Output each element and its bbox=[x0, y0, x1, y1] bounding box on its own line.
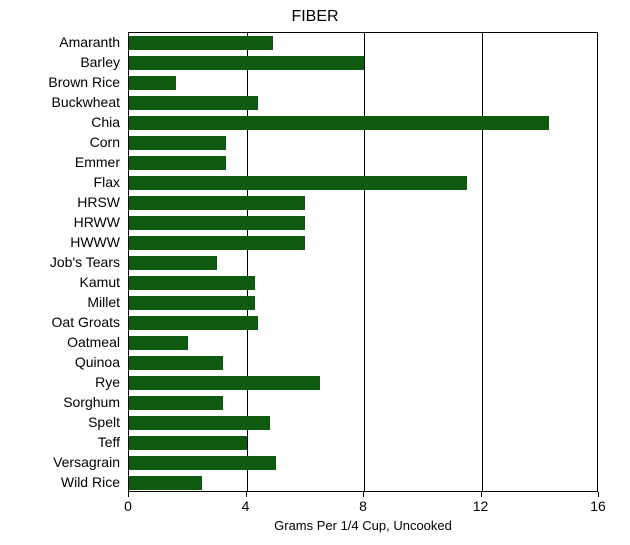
gridline bbox=[364, 33, 365, 491]
y-category-label: Oat Groats bbox=[0, 314, 120, 330]
y-category-label: Barley bbox=[0, 54, 120, 70]
y-category-label: Buckwheat bbox=[0, 94, 120, 110]
x-tick bbox=[128, 492, 129, 497]
bar bbox=[129, 96, 258, 110]
bar bbox=[129, 56, 364, 70]
y-category-label: Kamut bbox=[0, 274, 120, 290]
bar bbox=[129, 476, 202, 490]
x-axis-label: Grams Per 1/4 Cup, Uncooked bbox=[128, 518, 598, 533]
y-category-label: Amaranth bbox=[0, 34, 120, 50]
y-category-label: Spelt bbox=[0, 414, 120, 430]
y-category-label: Corn bbox=[0, 134, 120, 150]
fiber-chart: FIBER 0 4 8 12 16 Amaranth Barley Brown Rice Buc… bbox=[0, 0, 630, 545]
y-category-label: Quinoa bbox=[0, 354, 120, 370]
bar bbox=[129, 376, 320, 390]
chart-title: FIBER bbox=[0, 8, 630, 26]
y-category-label: Emmer bbox=[0, 154, 120, 170]
bar bbox=[129, 316, 258, 330]
x-tick bbox=[481, 492, 482, 497]
bar bbox=[129, 216, 305, 230]
bar bbox=[129, 416, 270, 430]
y-category-label: Millet bbox=[0, 294, 120, 310]
bar bbox=[129, 356, 223, 370]
bar bbox=[129, 256, 217, 270]
bar bbox=[129, 176, 467, 190]
y-category-label: Job's Tears bbox=[0, 254, 120, 270]
bar bbox=[129, 76, 176, 90]
bar bbox=[129, 136, 226, 150]
y-category-label: Oatmeal bbox=[0, 334, 120, 350]
y-category-label: Rye bbox=[0, 374, 120, 390]
y-category-label: HWWW bbox=[0, 234, 120, 250]
x-tick-label: 16 bbox=[590, 498, 606, 514]
y-category-label: Chia bbox=[0, 114, 120, 130]
gridline bbox=[482, 33, 483, 491]
bar bbox=[129, 156, 226, 170]
x-tick-label: 0 bbox=[124, 498, 132, 514]
plot-area bbox=[128, 32, 598, 492]
y-category-label: Teff bbox=[0, 434, 120, 450]
bar bbox=[129, 236, 305, 250]
x-tick-label: 12 bbox=[473, 498, 489, 514]
y-category-label: Sorghum bbox=[0, 394, 120, 410]
x-tick bbox=[246, 492, 247, 497]
bar bbox=[129, 436, 247, 450]
y-category-label: Brown Rice bbox=[0, 74, 120, 90]
bar bbox=[129, 296, 255, 310]
x-tick-label: 8 bbox=[359, 498, 367, 514]
y-category-label: Versagrain bbox=[0, 454, 120, 470]
x-tick bbox=[363, 492, 364, 497]
bar bbox=[129, 396, 223, 410]
y-category-label: HRWW bbox=[0, 214, 120, 230]
x-tick-label: 4 bbox=[242, 498, 250, 514]
y-category-label: Flax bbox=[0, 174, 120, 190]
y-category-label: HRSW bbox=[0, 194, 120, 210]
bar bbox=[129, 116, 549, 130]
bar bbox=[129, 196, 305, 210]
x-tick bbox=[598, 492, 599, 497]
bar bbox=[129, 36, 273, 50]
bar bbox=[129, 276, 255, 290]
bar bbox=[129, 456, 276, 470]
bar bbox=[129, 336, 188, 350]
y-category-label: Wild Rice bbox=[0, 474, 120, 490]
